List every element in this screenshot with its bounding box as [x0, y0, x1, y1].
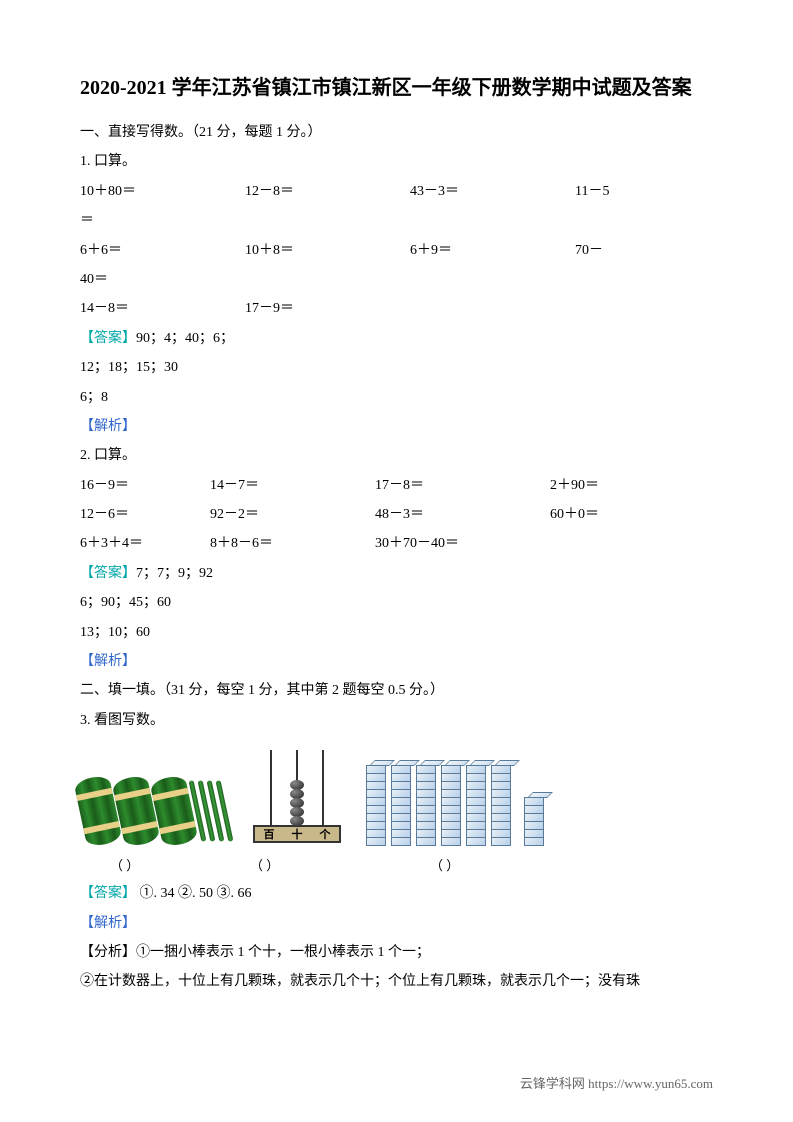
eq: 12－6＝ — [80, 500, 210, 529]
figure-abacus: 百 十 个 — [253, 750, 341, 845]
stick-bundle — [80, 777, 116, 845]
eq: 14－7＝ — [210, 471, 375, 500]
cube-stack-ten — [441, 760, 461, 845]
answer-label: 【答案】 — [80, 886, 136, 901]
cube-stack-ones — [524, 792, 544, 845]
abacus-label-o: 个 — [320, 826, 331, 842]
analysis3-line1: 【分析】①一捆小棒表示 1 个十，一根小棒表示 1 个一； — [80, 938, 713, 967]
cube-stack-ten — [416, 760, 436, 845]
figures-row: 百 十 个 — [80, 750, 713, 845]
page-title: 2020-2021 学年江苏省镇江市镇江新区一年级下册数学期中试题及答案 — [80, 70, 713, 106]
eq: 10＋80＝ — [80, 177, 245, 206]
cube-stack-ten — [366, 760, 386, 845]
eq: 14－8＝ — [80, 294, 245, 323]
answer3: 【答案】 ①. 34 ②. 50 ③. 66 — [80, 879, 713, 908]
q2-row1: 16－9＝ 14－7＝ 17－8＝ 2＋90＝ — [80, 471, 713, 500]
eq: 6＋9＝ — [410, 236, 575, 265]
stick-bundle — [156, 777, 192, 845]
abacus-rod-hundreds — [270, 750, 272, 825]
parens-row: （ ） （ ） （ ） — [80, 853, 713, 879]
answer2: 【答案】7；7；9；92 — [80, 559, 713, 588]
q1-label: 1. 口算。 — [80, 147, 713, 176]
eq: 16－9＝ — [80, 471, 210, 500]
abacus-rod-ones — [322, 750, 324, 825]
abacus-label-h: 百 — [264, 826, 275, 842]
figure-cubes — [366, 760, 544, 845]
cube-stack-ten — [391, 760, 411, 845]
eq: 17－8＝ — [375, 471, 550, 500]
q1-row2-cont: 40＝ — [80, 265, 713, 294]
cube-stack-ten — [491, 760, 511, 845]
q1-row1-cont: ＝ — [80, 206, 713, 235]
analysis1-label: 【解析】 — [80, 412, 713, 441]
answer-label: 【答案】 — [80, 566, 136, 581]
eq: 70－ — [575, 236, 715, 265]
q1-row1: 10＋80＝ 12－8＝ 43－3＝ 11－5 — [80, 177, 713, 206]
figure-sticks — [80, 777, 228, 845]
q2-row3: 6＋3＋4＝ 8＋8－6＝ 30＋70－40＝ — [80, 529, 713, 558]
abacus-rod-tens — [296, 750, 298, 825]
eq: 6＋6＝ — [80, 236, 245, 265]
abacus-label-t: 十 — [292, 826, 303, 842]
section1-heading: 一、直接写得数。（21 分，每题 1 分。） — [80, 118, 713, 147]
stick-bundle — [118, 777, 154, 845]
answer3-text: ①. 34 ②. 50 ③. 66 — [136, 886, 252, 901]
answer2-line2: 6；90；45；60 — [80, 588, 713, 617]
q2-label: 2. 口算。 — [80, 441, 713, 470]
analysis3-label: 【解析】 — [80, 909, 713, 938]
cube-stack-ten — [466, 760, 486, 845]
eq: 60＋0＝ — [550, 500, 599, 529]
q1-row2: 6＋6＝ 10＋8＝ 6＋9＝ 70－ — [80, 236, 713, 265]
answer-label: 【答案】 — [80, 331, 136, 346]
answer2-line3: 13；10；60 — [80, 618, 713, 647]
eq: 17－9＝ — [245, 294, 410, 323]
eq: 30＋70－40＝ — [375, 529, 459, 558]
eq: 11－5 — [575, 177, 715, 206]
eq: 12－8＝ — [245, 177, 410, 206]
analysis2-label: 【解析】 — [80, 647, 713, 676]
footer: 云锋学科网 https://www.yun65.com — [520, 1073, 713, 1092]
eq: 10＋8＝ — [245, 236, 410, 265]
eq: 48－3＝ — [375, 500, 550, 529]
answer1-line3: 6；8 — [80, 383, 713, 412]
eq: 6＋3＋4＝ — [80, 529, 210, 558]
eq: 92－2＝ — [210, 500, 375, 529]
answer1: 【答案】90；4；40；6； — [80, 324, 713, 353]
q3-label: 3. 看图写数。 — [80, 706, 713, 735]
q1-row3: 14－8＝ 17－9＝ — [80, 294, 713, 323]
eq: 2＋90＝ — [550, 471, 599, 500]
answer2-line1: 7；7；9；92 — [136, 566, 213, 581]
q2-row2: 12－6＝ 92－2＝ 48－3＝ 60＋0＝ — [80, 500, 713, 529]
answer1-line2: 12；18；15；30 — [80, 353, 713, 382]
paren-2: （ ） — [250, 853, 370, 879]
answer1-line1: 90；4；40；6； — [136, 331, 234, 346]
eq: 8＋8－6＝ — [210, 529, 375, 558]
eq: 43－3＝ — [410, 177, 575, 206]
paren-1: （ ） — [80, 853, 250, 879]
analysis3-line2: ②在计数器上，十位上有几颗珠，就表示几个十；个位上有几颗珠，就表示几个一；没有珠 — [80, 967, 713, 996]
paren-3: （ ） — [370, 853, 530, 879]
section2-heading: 二、填一填。（31 分，每空 1 分，其中第 2 题每空 0.5 分。） — [80, 676, 713, 705]
